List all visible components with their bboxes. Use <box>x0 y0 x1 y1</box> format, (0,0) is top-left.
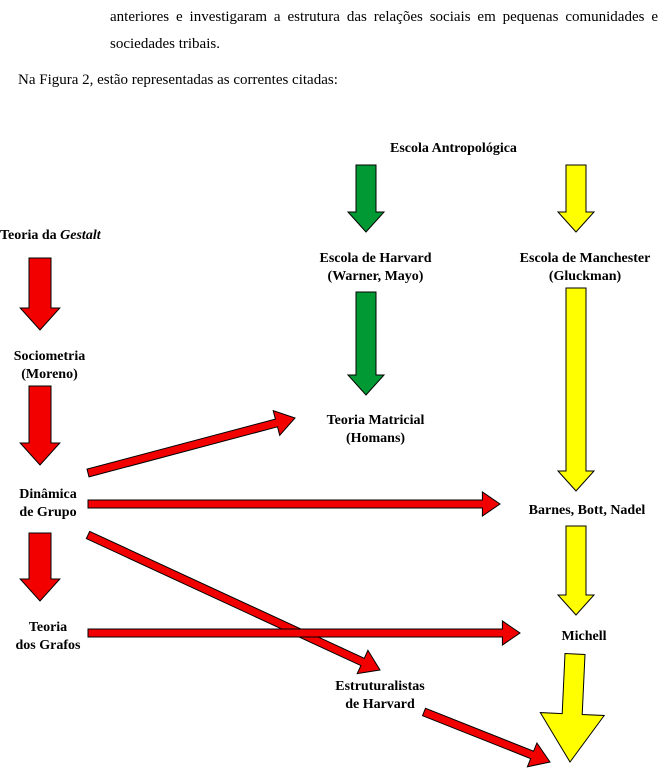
arrow-barnes-michell <box>558 526 594 615</box>
node-sociometria: Sociometria (Moreno) <box>2 348 97 383</box>
intro-paragraph: anteriores e investigaram a estrutura da… <box>110 4 658 58</box>
arrow-harvard-matricial <box>348 292 384 395</box>
node-teoria-matricial: Teoria Matricial (Homans) <box>318 412 433 447</box>
node-teoria-grafos: Teoria dos Grafos <box>8 619 88 654</box>
diagram-svg <box>0 0 668 777</box>
arrow-dinamica-estruturalistas <box>86 531 380 673</box>
arrow-gestalt-sociometria <box>20 258 60 330</box>
node-michell: Michell <box>549 628 619 646</box>
arrow-dinamica-grafos <box>20 533 60 601</box>
node-barnes: Barnes, Bott, Nadel <box>512 502 662 520</box>
arrow-estruturalistas-end <box>423 708 551 767</box>
node-teoria-gestalt: Teoria da Gestalt <box>0 227 120 245</box>
node-escola-harvard: Escola de Harvard (Warner, Mayo) <box>303 250 448 285</box>
arrow-manchester-barnes <box>558 288 594 491</box>
node-dinamica-grupo: Dinâmica de Grupo <box>8 486 88 521</box>
node-escola-antropologica: Escola Antropológica <box>390 140 517 158</box>
figure-caption: Na Figura 2, estão representadas as corr… <box>18 72 338 89</box>
arrow-sociometria-dinamica <box>20 386 60 465</box>
arrow-dinamica-barnes <box>88 492 500 516</box>
arrow-antro-harvard <box>348 165 384 232</box>
arrow-dinamica-matricial <box>87 411 295 477</box>
arrow-antro-manchester <box>558 165 594 232</box>
arrow-grafos-michell <box>88 621 520 645</box>
node-escola-manchester: Escola de Manchester (Gluckman) <box>500 250 668 285</box>
arrow-michell-end <box>540 654 604 763</box>
node-estruturalistas: Estruturalistas de Harvard <box>320 678 440 713</box>
